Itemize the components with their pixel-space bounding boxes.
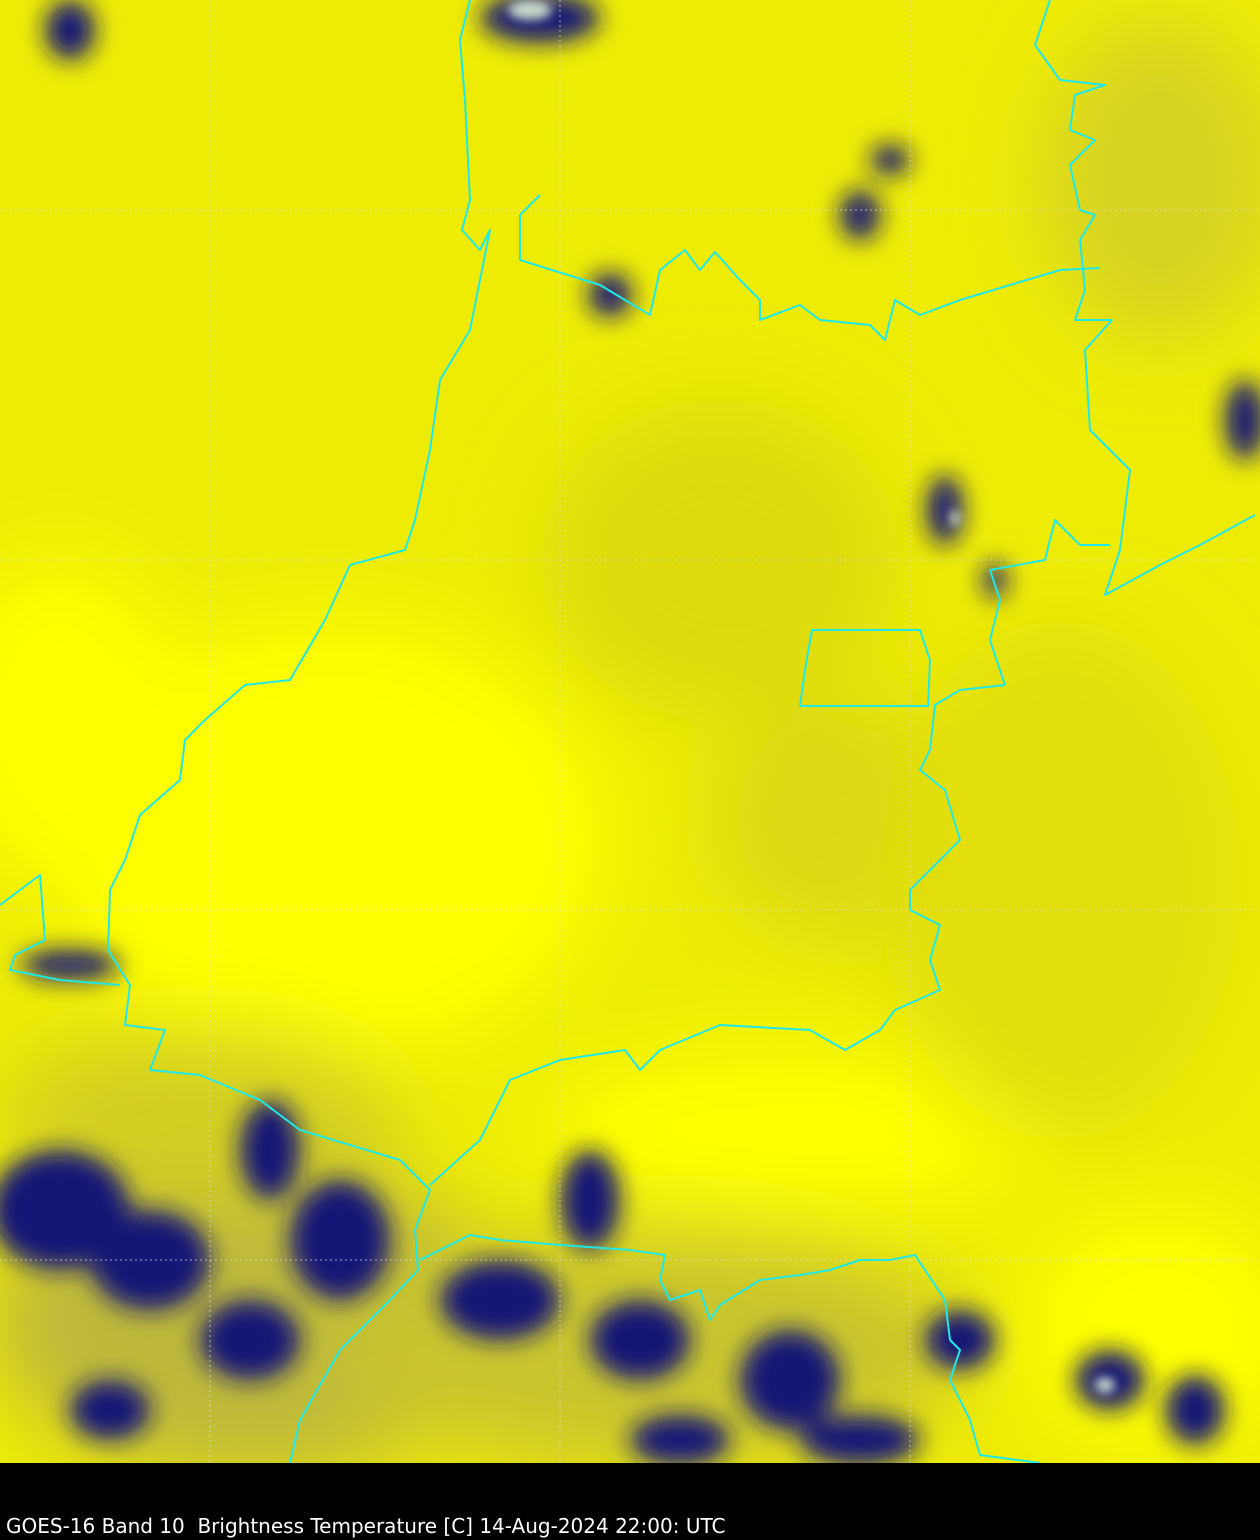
cold-cloud-tops [0, 0, 1260, 1463]
border-south [419, 1234, 1041, 1463]
coldest-cloud-cores [508, 0, 1115, 1393]
state-borders [0, 0, 1256, 1463]
border-east [1034, 0, 1256, 596]
brightness-temperature-map [0, 0, 1260, 1463]
lat-lon-grid [0, 0, 1260, 1463]
border-southwest [0, 874, 121, 986]
border-southeast [429, 519, 1110, 1186]
federal-district-border [799, 629, 931, 707]
figure-caption: GOES-16 Band 10 Brightness Temperature [… [6, 1514, 726, 1538]
border-north [519, 194, 1101, 341]
border-west [107, 0, 491, 1463]
